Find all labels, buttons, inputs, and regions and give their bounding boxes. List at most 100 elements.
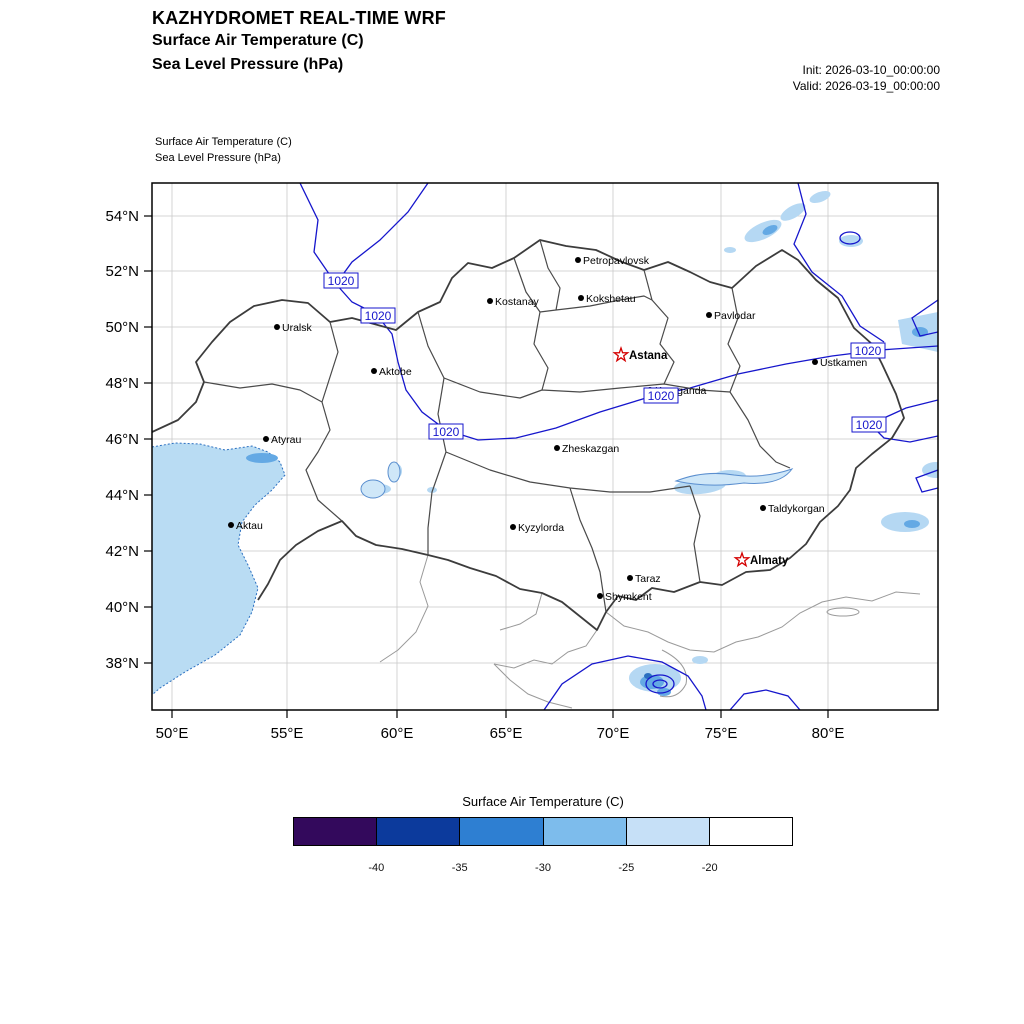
isobar-1020 [299,183,337,285]
isobar-loop [645,674,675,694]
isobar-1020 [335,183,938,441]
lon-tick-label: 75°E [705,725,738,742]
city-label: Taraz [635,573,661,585]
init-time: Init: 2026-03-10_00:00:00 [802,63,940,77]
capital-star-marker [612,345,630,363]
isobar-loop [652,679,668,689]
colorbar-segment [543,818,627,845]
colorbar-segment [709,818,793,845]
isobar-value-label: 1020 [856,418,883,432]
lat-tick-label: 38°N [105,655,139,672]
cold-patch [904,520,920,528]
foreign-borders [379,554,921,709]
city-dot-marker [597,593,603,599]
cold-patch [839,235,863,247]
valid-time: Valid: 2026-03-19_00:00:00 [792,79,940,93]
colorbar-tick-label: -35 [451,862,468,874]
cold-patch [780,203,806,221]
isobar-value-label: 1020 [365,309,392,323]
city-dot-marker [627,575,633,581]
foreign-border [493,629,598,669]
lat-tick-label: 42°N [105,543,139,560]
lon-tick-label: 60°E [381,725,414,742]
isobar [729,689,801,710]
isobar-label-box [323,272,359,289]
legend-title: Surface Air Temperature (C) [462,794,624,809]
colorbar-tick-label: -30 [535,862,551,874]
foreign-border [379,554,429,663]
city-dot-marker [554,445,560,451]
city-dot-marker [510,524,516,530]
map-frame [151,182,939,711]
isobar-label-box [360,307,396,324]
colorbar-segment [377,818,461,845]
isobar-value-label: 1020 [648,389,675,403]
city-dot-marker [263,436,269,442]
isobar-label-box [643,387,679,404]
isobar-value-label: 1020 [433,425,460,439]
caspian-ice-patch [246,453,278,463]
cold-patch [881,512,929,532]
axis-labels: 54°N 52°N 50°N 48°N 46°N 44°N 42°N 40°N 38°N 50°E… [105,208,844,742]
city-dot-marker [812,359,818,365]
city-dot-marker [706,312,712,318]
cold-patch [809,190,831,204]
page-title: KAZHYDROMET REAL-TIME WRF [152,8,446,28]
cold-patch [692,656,708,664]
city-label: Astana [629,350,668,362]
kazakhstan-border [152,239,905,631]
colorbar-segment [460,818,544,845]
isobar-value-label: 1020 [328,274,355,288]
city-label: Shymkent [605,591,652,603]
city-label: Taldykorgan [768,503,825,515]
isobar [793,183,885,343]
run-times: Init: 2026-03-10_00:00:00 Valid: 2026-03… [793,62,940,94]
city-dot-marker [371,368,377,374]
cold-patch [922,462,938,478]
lon-tick-label: 55°E [271,725,304,742]
lat-tick-label: 40°N [105,599,139,616]
city-dot-marker [228,522,234,528]
lat-tick-label: 54°N [105,208,139,225]
city-label: Uralsk [282,322,313,334]
colorbar-segment [626,818,710,845]
isobar-labels: 1020 1020 1020 1020 1020 1020 [323,272,887,440]
cold-patch [644,673,652,679]
isobar [543,655,707,710]
lat-tick-label: 52°N [105,263,139,280]
isobar-label-box [851,416,887,433]
aral-sea [387,461,401,483]
city-label: Zheskazgan [562,443,619,455]
field-label-temperature: Surface Air Temperature (C) [155,136,292,148]
city-label: Almaty [750,555,789,567]
lake-issyk-kul [826,607,860,617]
lake-balkhash [674,468,794,486]
isobar [915,469,938,493]
city-label: Pavlodar [714,310,756,322]
lon-tick-label: 65°E [490,725,523,742]
city-label: Kokshetau [586,293,636,305]
graticule [152,183,938,710]
isobar-label-box [428,423,464,440]
city-label: Aktobe [379,366,412,378]
lon-tick-label: 80°E [812,725,845,742]
isobar-loop [839,231,861,245]
colorbar-tick-label: -25 [618,862,635,874]
city-label: Aktau [236,520,263,532]
city-dot-marker [760,505,766,511]
water-bodies [152,442,860,696]
city-dot-marker [575,257,581,263]
capital-star-marker [733,550,751,568]
city-label: Kyzylorda [518,522,564,534]
city-label: Petropavlovsk [583,255,650,267]
colorbar-segment [294,818,378,845]
foreign-border [493,663,573,709]
isobar [911,299,938,337]
lat-tick-label: 50°N [105,319,139,336]
cold-patch [427,487,437,493]
colorbar-tick-label: -40 [368,862,385,874]
cold-patch [724,247,736,253]
temperature-colorbar [293,817,793,846]
